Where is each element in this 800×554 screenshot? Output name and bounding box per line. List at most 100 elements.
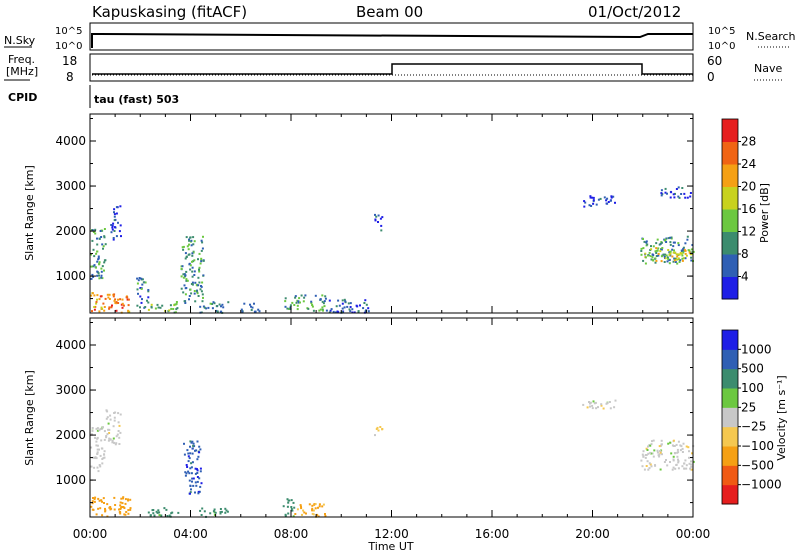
power-cell [682,247,685,250]
power-cell [110,224,113,226]
velocity-cell [198,477,201,480]
velocity-cell [197,490,200,493]
power-cell [346,305,349,308]
power-cell [664,238,667,241]
velocity-cell [100,427,103,430]
velocity-cell [118,511,121,514]
power-cell [296,299,299,302]
power-cell [184,257,187,260]
power-cell [103,235,106,238]
velocity-cell [96,448,99,451]
power-cell [312,309,315,312]
power-cell [180,268,183,270]
power-cell [95,252,98,255]
velocity-cell [120,497,123,500]
velocity-cell [311,509,314,512]
velocity-cell [122,496,125,499]
velocity-cell [284,513,287,516]
power-cell [183,284,186,287]
power-cell [128,310,131,313]
power-cell [667,258,670,261]
velocity-cell [641,465,644,468]
power-cell [157,306,160,309]
velocity-cell [224,507,227,510]
power-cell [169,304,172,307]
power-cell [197,284,200,287]
power-cell [104,259,107,262]
power-cell [381,216,384,219]
power-cell [591,196,594,199]
velocity-cell [153,514,156,517]
velocity-cell [194,491,196,494]
velocity-cell [286,498,289,501]
power-cell [323,300,326,303]
velocity-cell [91,427,94,429]
velocity-cell [127,499,130,502]
velocity-region-10 [640,439,695,471]
velocity-cell [184,471,187,474]
velocity-cell [95,440,98,443]
power-cell [314,294,317,297]
velocity-cell [93,466,96,469]
power-y-ticks: 1000 2000 3000 4000 [55,118,693,300]
power-cell [337,299,340,302]
velocity-cell [151,509,154,512]
velocity-cell [663,461,666,463]
velocity-cell [683,467,686,470]
power-cell [675,188,678,190]
power-cell [671,248,674,251]
velocity-cell [600,403,603,406]
power-cell [108,307,111,310]
power-cell [205,307,208,310]
power-cell [296,304,299,307]
power-cell [194,300,197,303]
velocity-cell [186,466,189,468]
colorbar-swatch [722,209,738,232]
power-cell [189,264,192,267]
power-cell [110,306,113,309]
y-tick-label: 1000 [55,269,86,283]
y-tick-label: 3000 [55,383,86,397]
velocity-cell [194,449,196,452]
y-tick-label: 2000 [55,224,86,238]
velocity-cell [642,455,645,458]
power-cell [681,259,684,262]
power-region-8 [284,294,328,312]
power-cell [670,236,673,239]
power-cell [240,308,243,311]
power-panel-frame [89,113,694,314]
velocity-cell [314,507,317,510]
power-cell [250,309,253,311]
power-cell [98,261,101,264]
power-region-10 [374,213,384,232]
velocity-cell [681,465,684,468]
velocity-cell [220,510,223,513]
velocity-cell [290,506,293,508]
power-cell [675,258,678,261]
power-cell [200,260,203,263]
power-cell [590,205,593,207]
colorbar-swatch [722,426,738,447]
power-cell [92,275,95,278]
power-cell [644,256,647,259]
power-cell [101,307,104,310]
colorbar-tick-label: 24 [741,157,756,171]
power-cell [335,305,338,308]
velocity-cell [677,460,680,463]
power-cell [343,306,346,309]
power-cell [669,243,672,246]
power-cell [609,199,612,202]
power-cell [90,277,93,280]
velocity-cell [188,457,191,460]
power-cell [669,236,672,239]
velocity-cell [192,442,195,445]
velocity-cell [91,502,94,505]
y-tick-label: 4000 [55,338,86,352]
colorbar-tick-label: −500 [741,458,774,472]
velocity-cell [152,512,155,515]
velocity-cell [188,479,191,482]
velocity-cell [191,447,194,450]
velocity-cell [213,511,216,514]
velocity-cell [199,485,202,488]
colorbar-swatch [722,164,738,187]
